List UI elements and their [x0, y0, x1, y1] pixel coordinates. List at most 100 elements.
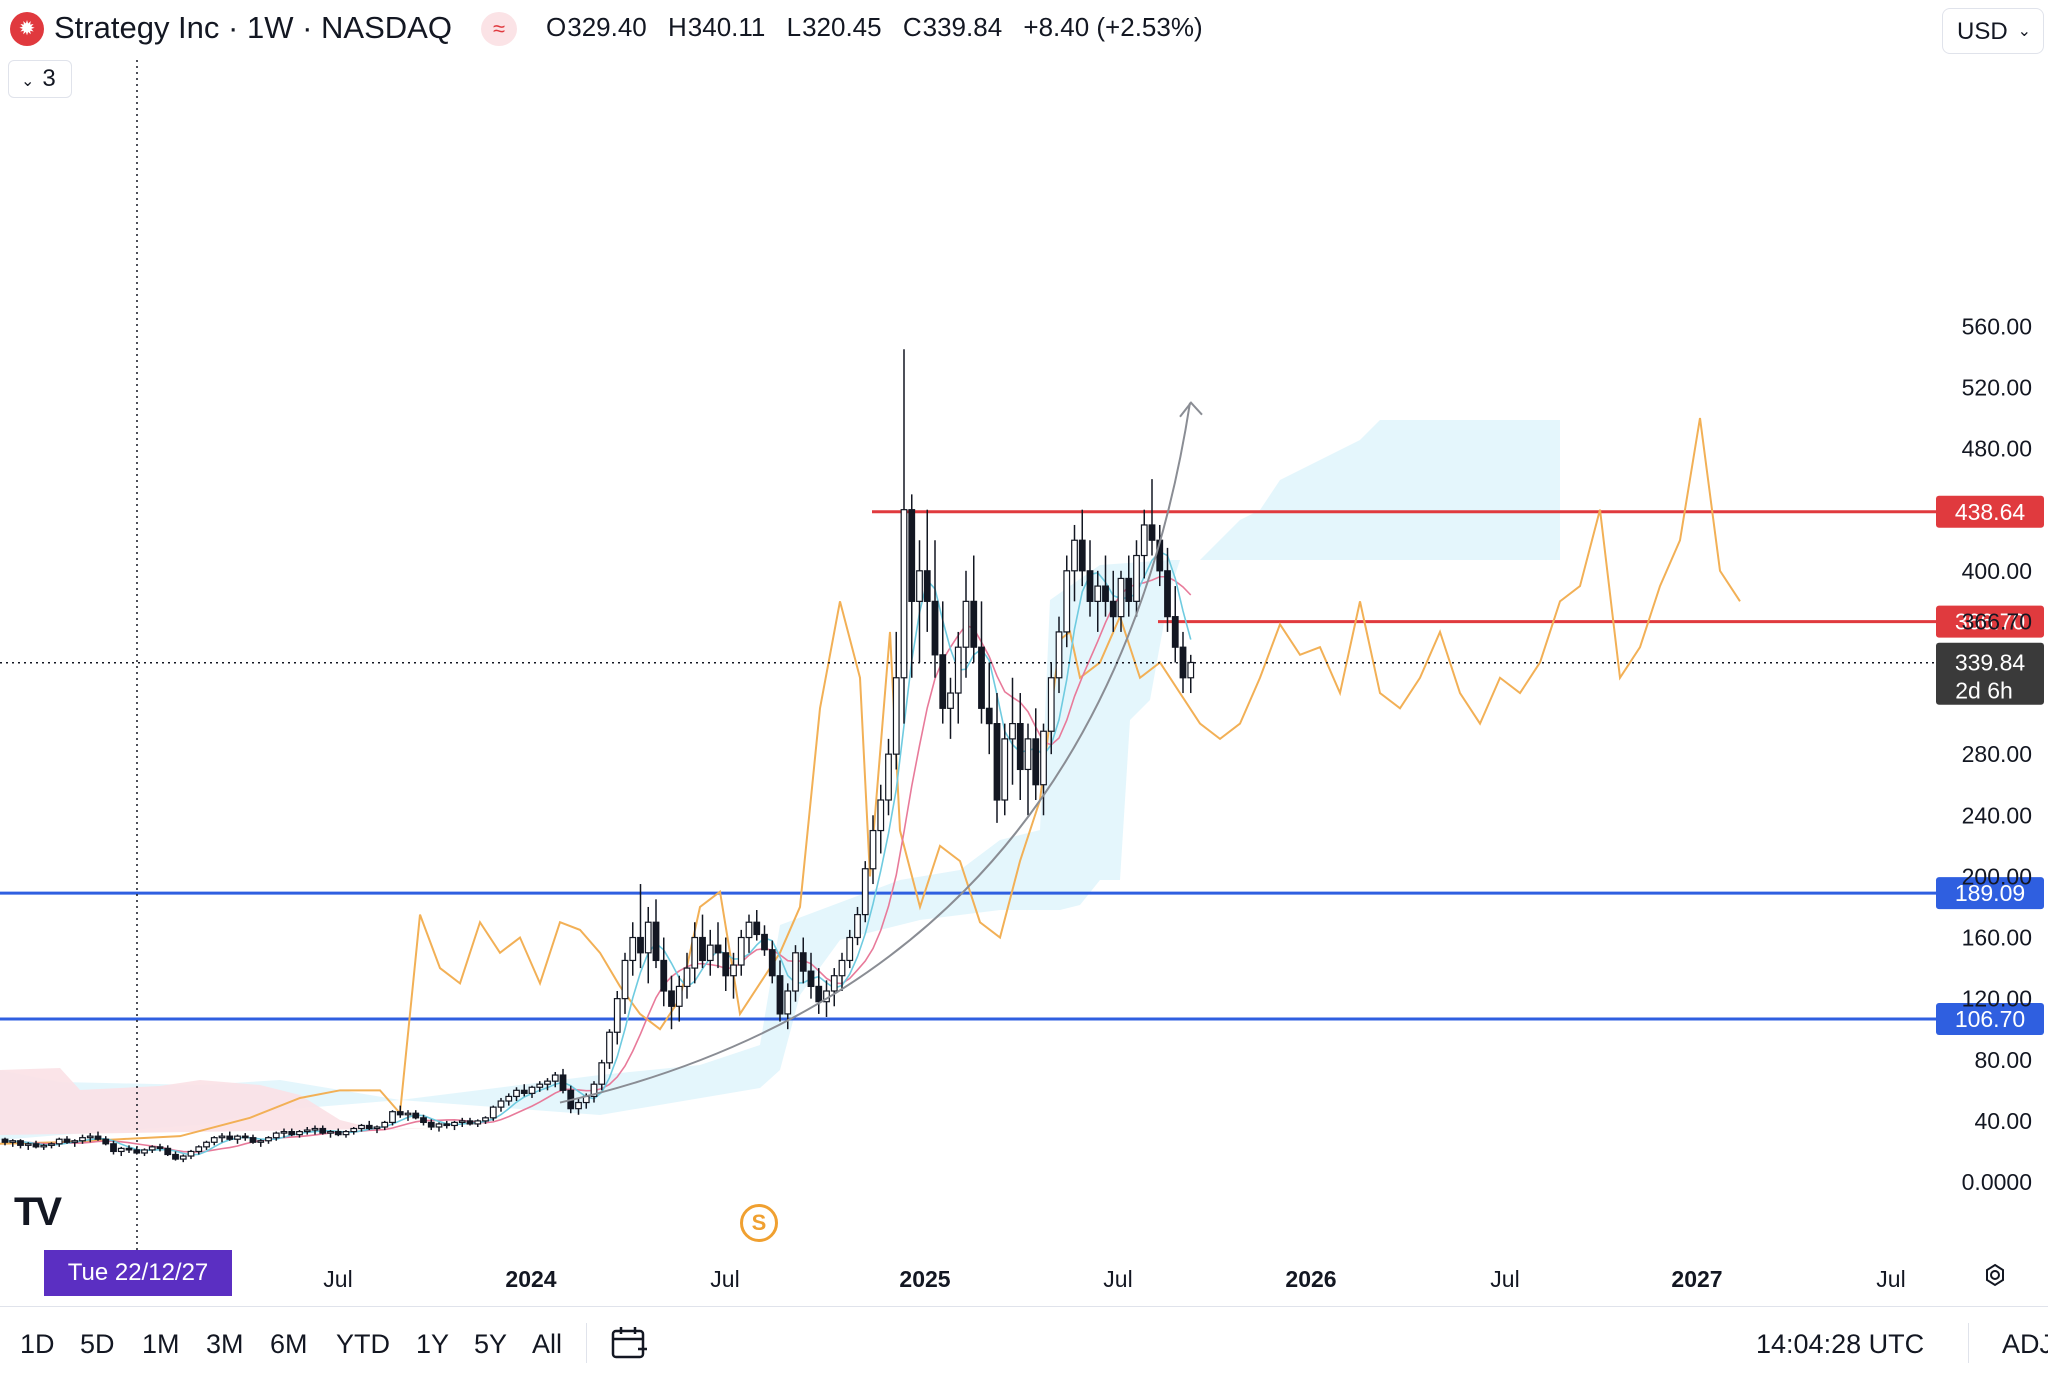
y-tick-label[interactable]: 80.00 — [1974, 1047, 2032, 1073]
y-tick-label[interactable]: 280.00 — [1962, 741, 2032, 767]
projection-arrowhead — [1179, 401, 1203, 418]
candle-body — [1140, 524, 1148, 557]
candle-body — [296, 1130, 303, 1136]
candle-body — [730, 964, 737, 977]
x-tick-label[interactable]: 2026 — [1285, 1266, 1336, 1292]
candle-body — [86, 1135, 94, 1139]
candle-body — [691, 936, 699, 969]
level-price-label: 189.09 — [1955, 880, 2025, 906]
gear-logo-icon[interactable]: ✹ — [10, 12, 44, 46]
candle-body — [265, 1137, 272, 1142]
range-3m-button[interactable]: 3M — [206, 1329, 244, 1359]
y-tick-label[interactable]: 200.00 — [1962, 863, 2032, 889]
candle-body — [187, 1150, 195, 1157]
calendar-icon[interactable] — [610, 1325, 648, 1361]
candle-body — [745, 921, 753, 939]
candle-body — [280, 1130, 288, 1134]
y-tick-label[interactable]: 400.00 — [1962, 558, 2032, 584]
x-tick-label[interactable]: 2024 — [505, 1266, 556, 1292]
candle-body — [652, 921, 660, 962]
range-5y-button[interactable]: 5Y — [474, 1329, 508, 1359]
tradingview-logo[interactable]: TV — [14, 1190, 62, 1234]
candle-body — [1001, 738, 1009, 801]
candle-body — [164, 1147, 172, 1156]
y-tick-label[interactable]: 560.00 — [1962, 313, 2032, 339]
x-tick-label[interactable]: 2025 — [899, 1266, 950, 1292]
range-1d-button[interactable]: 1D — [20, 1329, 55, 1359]
candle-body — [1078, 539, 1086, 572]
y-tick-label[interactable]: 520.00 — [1962, 374, 2032, 400]
candle-body — [303, 1129, 311, 1133]
range-6m-button[interactable]: 6M — [270, 1329, 308, 1359]
candle-body — [148, 1146, 156, 1151]
projection-arc[interactable] — [559, 401, 1203, 1104]
candle-body — [629, 936, 637, 962]
candle-body — [854, 913, 861, 939]
range-1y-button[interactable]: 1Y — [416, 1329, 450, 1359]
range-all-button[interactable]: All — [532, 1329, 563, 1359]
candle-body — [272, 1132, 280, 1139]
candle-body — [1047, 677, 1055, 732]
x-tick-label[interactable]: Jul — [1103, 1266, 1132, 1292]
time-readout[interactable]: 14:04:28 UTC — [1756, 1329, 1925, 1359]
candle-body — [1071, 539, 1078, 572]
y-tick-label[interactable]: 0.0000 — [1962, 1169, 2032, 1195]
candle-body — [753, 921, 761, 936]
candle-body — [334, 1130, 342, 1136]
x-axis[interactable]: Jul 2024 Jul 2025 Jul 2026 Jul 2027 Jul — [323, 1266, 1905, 1292]
baseline-lines — [4, 550, 1192, 1156]
candle-body — [389, 1111, 396, 1124]
candle-body — [1016, 722, 1024, 771]
x-tick-label[interactable]: Jul — [1490, 1266, 1519, 1292]
candle-body — [1109, 600, 1117, 618]
currency-select[interactable]: USD ⌄ — [1942, 8, 2044, 54]
projection-curve — [559, 402, 1191, 1104]
candle-body — [722, 952, 730, 977]
indicator-badge-icon[interactable]: ≈ — [481, 12, 517, 46]
adj-toggle-button[interactable]: ADJ — [2002, 1329, 2048, 1359]
y-tick-label[interactable]: 160.00 — [1962, 925, 2032, 951]
x-tick-label[interactable]: Jul — [323, 1266, 352, 1292]
candle-body — [40, 1144, 48, 1148]
candle-body — [412, 1112, 420, 1119]
candle-body — [350, 1127, 358, 1133]
candle-body — [79, 1137, 86, 1142]
candle-body — [660, 959, 668, 992]
candle-body — [985, 707, 993, 725]
y-tick-label[interactable]: 480.00 — [1962, 436, 2032, 462]
level-price-tag — [1936, 605, 2044, 638]
x-tick-label[interactable]: 2027 — [1671, 1266, 1722, 1292]
candle-body — [1187, 661, 1195, 679]
candle-body — [427, 1121, 435, 1128]
settings-icon[interactable] — [1982, 1262, 2008, 1288]
candle-body — [683, 967, 691, 988]
candle-body — [358, 1124, 365, 1130]
lagging-span-line — [0, 417, 1741, 1145]
event-marker-icon[interactable]: S — [740, 1204, 778, 1242]
y-tick-label[interactable]: 120.00 — [1962, 986, 2032, 1012]
candle-body — [830, 975, 838, 992]
range-5d-button[interactable]: 5D — [80, 1329, 115, 1359]
x-tick-label[interactable]: Jul — [710, 1266, 739, 1292]
y-tick-label[interactable]: 240.00 — [1962, 802, 2032, 828]
range-ytd-button[interactable]: YTD — [336, 1329, 390, 1359]
range-1m-button[interactable]: 1M — [142, 1329, 180, 1359]
level-price-tag — [1936, 1002, 2044, 1035]
candle-body — [257, 1140, 265, 1143]
candle-body — [900, 509, 908, 679]
y-tick-label[interactable]: 40.00 — [1974, 1108, 2032, 1134]
symbol-title[interactable]: Strategy Inc · 1W · NASDAQ — [54, 10, 452, 45]
candle-body — [1133, 554, 1140, 602]
x-tick-label[interactable]: Jul — [1876, 1266, 1905, 1292]
candle-body — [544, 1080, 551, 1085]
indicators-collapse-button[interactable]: ⌄ 3 — [8, 60, 72, 98]
candle-body — [48, 1143, 55, 1146]
candles — [1, 349, 1195, 1163]
y-tick-label[interactable]: 366.70 — [1962, 609, 2032, 635]
y-axis[interactable]: 560.00 520.00 480.00 400.00 366.70 280.00 240.… — [1962, 313, 2032, 1195]
candle-body — [947, 692, 954, 709]
candle-body — [799, 952, 807, 972]
candle-body — [962, 600, 970, 648]
candle-body — [71, 1140, 79, 1143]
